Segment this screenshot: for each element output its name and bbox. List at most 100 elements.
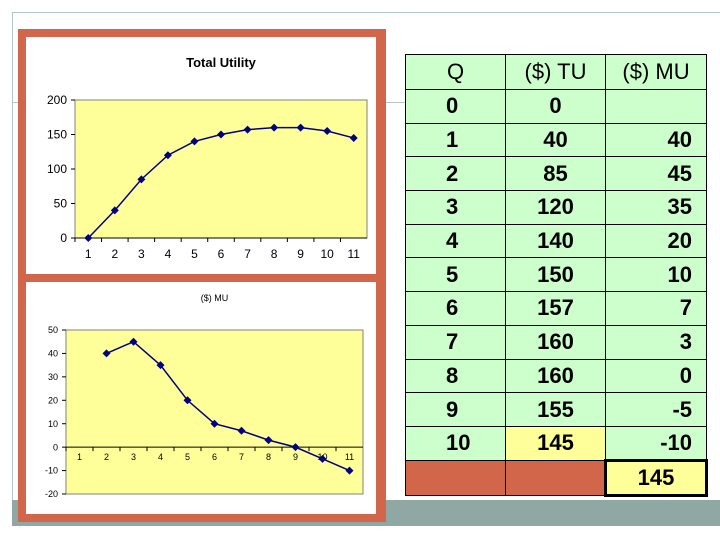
table-row: 9 155 -5 xyxy=(405,392,707,427)
data-point xyxy=(129,337,138,346)
table-row: 6 157 7 xyxy=(405,291,707,326)
chart-title: ($) MU xyxy=(201,293,229,303)
cell-q: 5 xyxy=(405,257,506,293)
data-point xyxy=(349,133,358,142)
cell-tu: 157 xyxy=(505,291,606,326)
table-header-row: Q ($) TU ($) MU xyxy=(405,54,707,90)
header-cell-mu: ($) MU xyxy=(605,54,707,90)
x-tick-label: 6 xyxy=(218,247,225,261)
marginal-utility-chart-panel: ($) MU-20-10010203040501234567891011 xyxy=(26,282,376,514)
x-tick-label: 8 xyxy=(271,247,278,261)
x-tick-label: 1 xyxy=(85,247,92,261)
x-tick-label: 5 xyxy=(191,247,198,261)
footer-cell-tu xyxy=(505,459,606,497)
cell-q: 2 xyxy=(405,156,506,192)
cell-q: 9 xyxy=(405,392,506,427)
cell-mu: 7 xyxy=(605,291,707,326)
data-point xyxy=(183,396,192,405)
header-cell-tu: ($) TU xyxy=(505,54,606,90)
cell-tu: 160 xyxy=(505,358,606,394)
total-utility-chart: Total Utility 0 50 100 150 200 1 2 3 4 5 6 7 8 9 10 11 xyxy=(47,55,368,261)
y-tick-label: 10 xyxy=(48,419,58,429)
x-tick-label: 7 xyxy=(244,247,251,261)
cell-mu xyxy=(605,89,707,124)
plot-area xyxy=(65,329,364,495)
x-tick-label: 9 xyxy=(293,452,298,462)
x-tick-label: 11 xyxy=(345,452,354,462)
y-tick-label: -20 xyxy=(45,489,58,499)
cell-q: 1 xyxy=(405,122,506,158)
table-footer-row: 145 xyxy=(405,458,708,498)
data-point xyxy=(291,443,300,452)
data-point xyxy=(264,436,273,445)
cell-tu: 145 xyxy=(505,425,606,461)
cell-mu: -10 xyxy=(605,425,707,461)
cell-q: 0 xyxy=(405,89,506,124)
cell-tu: 0 xyxy=(505,89,606,124)
data-point xyxy=(217,130,225,139)
x-tick-label: 3 xyxy=(131,452,136,462)
x-tick-label: 8 xyxy=(266,452,271,462)
data-point xyxy=(137,175,146,184)
data-point xyxy=(323,127,332,136)
x-tick-label: 4 xyxy=(158,452,163,462)
table-row: 5 150 10 xyxy=(405,257,707,293)
cell-tu: 150 xyxy=(505,257,606,293)
x-tick-label: 2 xyxy=(104,452,109,462)
table-row: 2 85 45 xyxy=(405,156,707,192)
x-tick-label: 1 xyxy=(77,452,82,462)
data-point xyxy=(102,349,111,358)
data-point xyxy=(163,151,172,160)
chart-title: Total Utility xyxy=(186,55,257,70)
data-point xyxy=(296,123,305,132)
cell-q: 8 xyxy=(405,358,506,394)
data-point xyxy=(84,234,93,242)
y-tick-label: -10 xyxy=(45,466,58,476)
cell-tu: 140 xyxy=(505,223,606,259)
data-point xyxy=(190,137,199,146)
data-point xyxy=(243,125,252,134)
footer-cell-mu: 145 xyxy=(604,458,708,498)
cell-mu: 20 xyxy=(605,223,707,259)
data-point xyxy=(210,419,219,428)
cell-mu: 45 xyxy=(605,156,707,192)
x-tick-label: 3 xyxy=(138,247,145,261)
marginal-utility-chart: ($) MU-20-10010203040501234567891011 xyxy=(45,293,364,499)
data-point xyxy=(237,426,246,435)
table-row: 1 40 40 xyxy=(405,122,707,158)
x-tick-label: 2 xyxy=(111,247,118,261)
y-tick-label: 50 xyxy=(54,197,68,211)
y-tick-label: 150 xyxy=(47,128,67,142)
x-tick-label: 4 xyxy=(165,247,172,261)
cell-q: 6 xyxy=(405,291,506,326)
data-point xyxy=(156,361,165,370)
cell-q: 3 xyxy=(405,190,506,225)
cell-mu: 35 xyxy=(605,190,707,225)
cell-mu: -5 xyxy=(605,392,707,427)
footer-cell-q xyxy=(405,459,506,497)
x-tick-label: 9 xyxy=(297,247,304,261)
total-utility-chart-panel: Total Utility 0 50 100 150 200 1 2 3 4 5 6 7 8 9 10 11 xyxy=(26,37,376,274)
table-row: 4 140 20 xyxy=(405,223,707,259)
y-tick-label: 40 xyxy=(48,349,58,359)
x-tick-label: 5 xyxy=(185,452,190,462)
cell-q: 4 xyxy=(405,223,506,259)
y-tick-label: 0 xyxy=(53,442,58,452)
table-row: 8 160 0 xyxy=(405,358,707,394)
x-tick-label: 6 xyxy=(212,452,217,462)
cell-tu: 85 xyxy=(505,156,606,192)
y-tick-label: 20 xyxy=(48,395,58,405)
x-tick-label: 11 xyxy=(347,247,360,261)
data-point xyxy=(345,466,354,475)
cell-q: 7 xyxy=(405,324,506,360)
cell-q: 10 xyxy=(405,425,506,461)
cell-tu: 40 xyxy=(505,122,606,158)
y-tick-label: 0 xyxy=(60,231,67,245)
data-point xyxy=(318,454,327,463)
cell-mu: 0 xyxy=(605,358,707,394)
table-row: 10 145 -10 xyxy=(405,425,707,461)
x-tick-label: 10 xyxy=(321,247,335,261)
utility-table-wrapper: Q ($) TU ($) MU 0 0 1 40 40 2 85 45 3 120 35 4 140 20 5 15… xyxy=(405,54,708,498)
data-point xyxy=(110,206,119,215)
